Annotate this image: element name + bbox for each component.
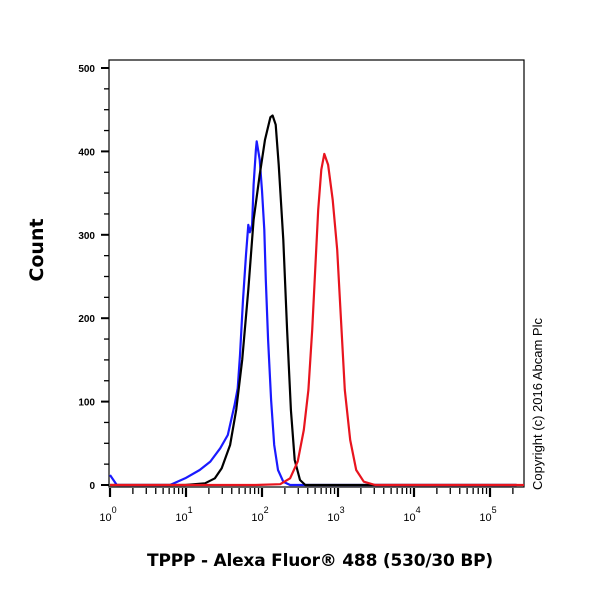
y-tick-label: 100 <box>78 398 95 409</box>
series-red-line <box>110 152 524 487</box>
x-tick-label: 101 <box>175 505 192 524</box>
y-tick-label: 300 <box>78 231 95 242</box>
y-axis-label: Count <box>26 218 48 282</box>
plot-frame <box>108 59 525 488</box>
series-blue-line <box>109 140 517 487</box>
y-tick-label: 200 <box>78 314 95 325</box>
y-tick-label: 0 <box>89 481 95 492</box>
copyright-notice: Copyright (c) 2016 Abcam Plc <box>530 318 545 490</box>
y-tick-label: 400 <box>78 147 95 158</box>
y-tick-label: 500 <box>78 64 95 75</box>
x-tick-label: 103 <box>327 505 344 524</box>
series-black-line <box>110 114 517 487</box>
x-axis: 100 101 102 103 104 105 <box>99 488 514 524</box>
x-tick-label: 100 <box>99 505 116 524</box>
series-group <box>109 114 524 487</box>
x-tick-label: 105 <box>479 505 496 524</box>
x-tick-label: 104 <box>403 505 420 524</box>
y-axis: 0 100 200 300 400 500 <box>78 64 109 492</box>
x-axis-label: TPPP - Alexa Fluor® 488 (530/30 BP) <box>147 551 493 571</box>
x-tick-label: 102 <box>251 505 268 524</box>
